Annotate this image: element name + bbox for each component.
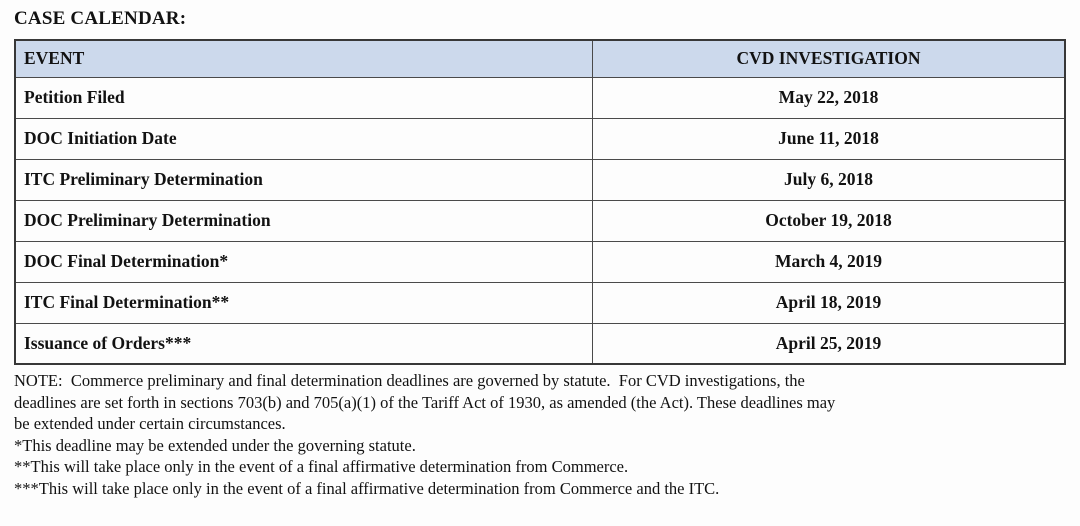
column-header-cvd-investigation: CVD INVESTIGATION <box>592 39 1066 78</box>
footnote-single-asterisk: *This deadline may be extended under the… <box>14 435 416 455</box>
date-cell: October 19, 2018 <box>592 199 1066 242</box>
event-cell: DOC Final Determination* <box>14 240 593 283</box>
event-cell: Issuance of Orders*** <box>14 322 593 365</box>
table-row: Petition Filed May 22, 2018 <box>14 76 1066 119</box>
page-title: CASE CALENDAR: <box>14 8 187 29</box>
table-row: Issuance of Orders*** April 25, 2019 <box>14 322 1066 365</box>
date-cell: May 22, 2018 <box>592 76 1066 119</box>
event-cell: ITC Preliminary Determination <box>14 158 593 201</box>
date-cell: July 6, 2018 <box>592 158 1066 201</box>
case-calendar-table: EVENT CVD INVESTIGATION Petition Filed M… <box>14 39 1066 365</box>
table-header-row: EVENT CVD INVESTIGATION <box>14 39 1066 78</box>
column-header-event: EVENT <box>14 39 593 78</box>
date-cell: April 25, 2019 <box>592 322 1066 365</box>
event-cell: ITC Final Determination** <box>14 281 593 324</box>
table-row: ITC Final Determination** April 18, 2019 <box>14 281 1066 324</box>
table-row: DOC Final Determination* March 4, 2019 <box>14 240 1066 283</box>
event-cell: DOC Preliminary Determination <box>14 199 593 242</box>
document-page: CASE CALENDAR: EVENT CVD INVESTIGATION P… <box>14 8 1066 499</box>
date-cell: June 11, 2018 <box>592 117 1066 160</box>
notes-section: NOTE: Commerce preliminary and final det… <box>14 370 1066 499</box>
date-cell: April 18, 2019 <box>592 281 1066 324</box>
footnote-triple-asterisk: ***This will take place only in the even… <box>14 478 720 498</box>
event-cell: Petition Filed <box>14 76 593 119</box>
table-row: DOC Initiation Date June 11, 2018 <box>14 117 1066 160</box>
table-row: ITC Preliminary Determination July 6, 20… <box>14 158 1066 201</box>
footnote-double-asterisk: **This will take place only in the event… <box>14 457 629 476</box>
date-cell: March 4, 2019 <box>592 240 1066 283</box>
note-line: be extended under certain circumstances. <box>14 414 286 433</box>
note-line: NOTE: Commerce preliminary and final det… <box>14 371 805 390</box>
event-cell: DOC Initiation Date <box>14 117 593 160</box>
table-row: DOC Preliminary Determination October 19… <box>14 199 1066 242</box>
note-line: deadlines are set forth in sections 703(… <box>14 392 836 412</box>
